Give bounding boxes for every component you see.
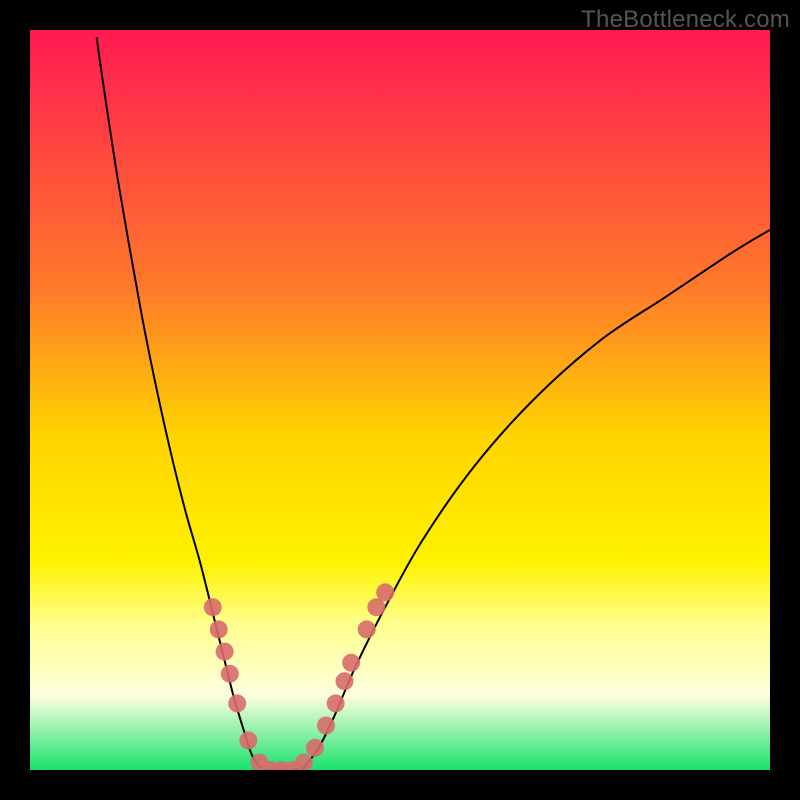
watermark-text: TheBottleneck.com [581,6,790,34]
curve-dot [317,717,335,735]
curve-dot [216,643,234,661]
curve-dot [376,583,394,601]
curve-dot [342,654,360,672]
curve-dot [210,620,228,638]
curve-dot [204,598,222,616]
chart-svg [0,0,800,800]
gradient-background [30,30,770,770]
curve-dot [228,694,246,712]
chart-stage: TheBottleneck.com [0,0,800,800]
curve-dot [336,672,354,690]
curve-dot [358,620,376,638]
curve-dot [306,739,324,757]
curve-dot [295,754,313,772]
curve-dot [239,731,257,749]
curve-dot [221,665,239,683]
curve-dot [327,694,345,712]
